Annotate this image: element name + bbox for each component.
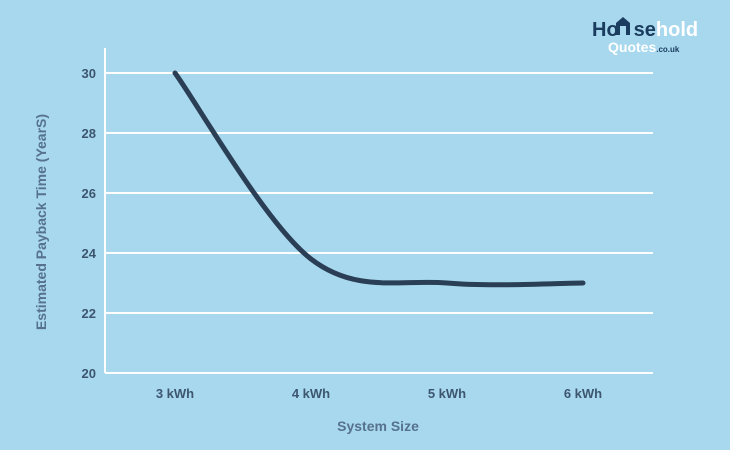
x-tick-label: 3 kWh [156, 386, 194, 401]
logo-wordmark: Ho sehold [592, 19, 698, 41]
x-tick-labels: 3 kWh 4 kWh 5 kWh 6 kWh [156, 386, 602, 401]
y-tick-label: 24 [82, 246, 97, 261]
x-tick-label: 5 kWh [428, 386, 466, 401]
y-tick-label: 28 [82, 126, 96, 141]
householdquotes-logo: Ho sehold Quotes.co.uk [592, 17, 698, 55]
x-tick-label: 6 kWh [564, 386, 602, 401]
y-tick-label: 20 [82, 366, 96, 381]
y-tick-label: 30 [82, 66, 96, 81]
y-tick-label: 26 [82, 186, 96, 201]
x-tick-label: 4 kWh [292, 386, 330, 401]
series-group [172, 70, 586, 288]
x-axis-title: System Size [337, 418, 419, 434]
house-door-icon [620, 26, 626, 35]
series-line [172, 70, 586, 288]
y-tick-labels: 20 22 24 26 28 30 [82, 66, 97, 381]
y-tick-label: 22 [82, 306, 96, 321]
grid-lines [104, 48, 653, 374]
logo-line2: Quotes.co.uk [608, 39, 680, 55]
y-axis-title: Estimated Payback Time (YearS) [33, 114, 49, 330]
